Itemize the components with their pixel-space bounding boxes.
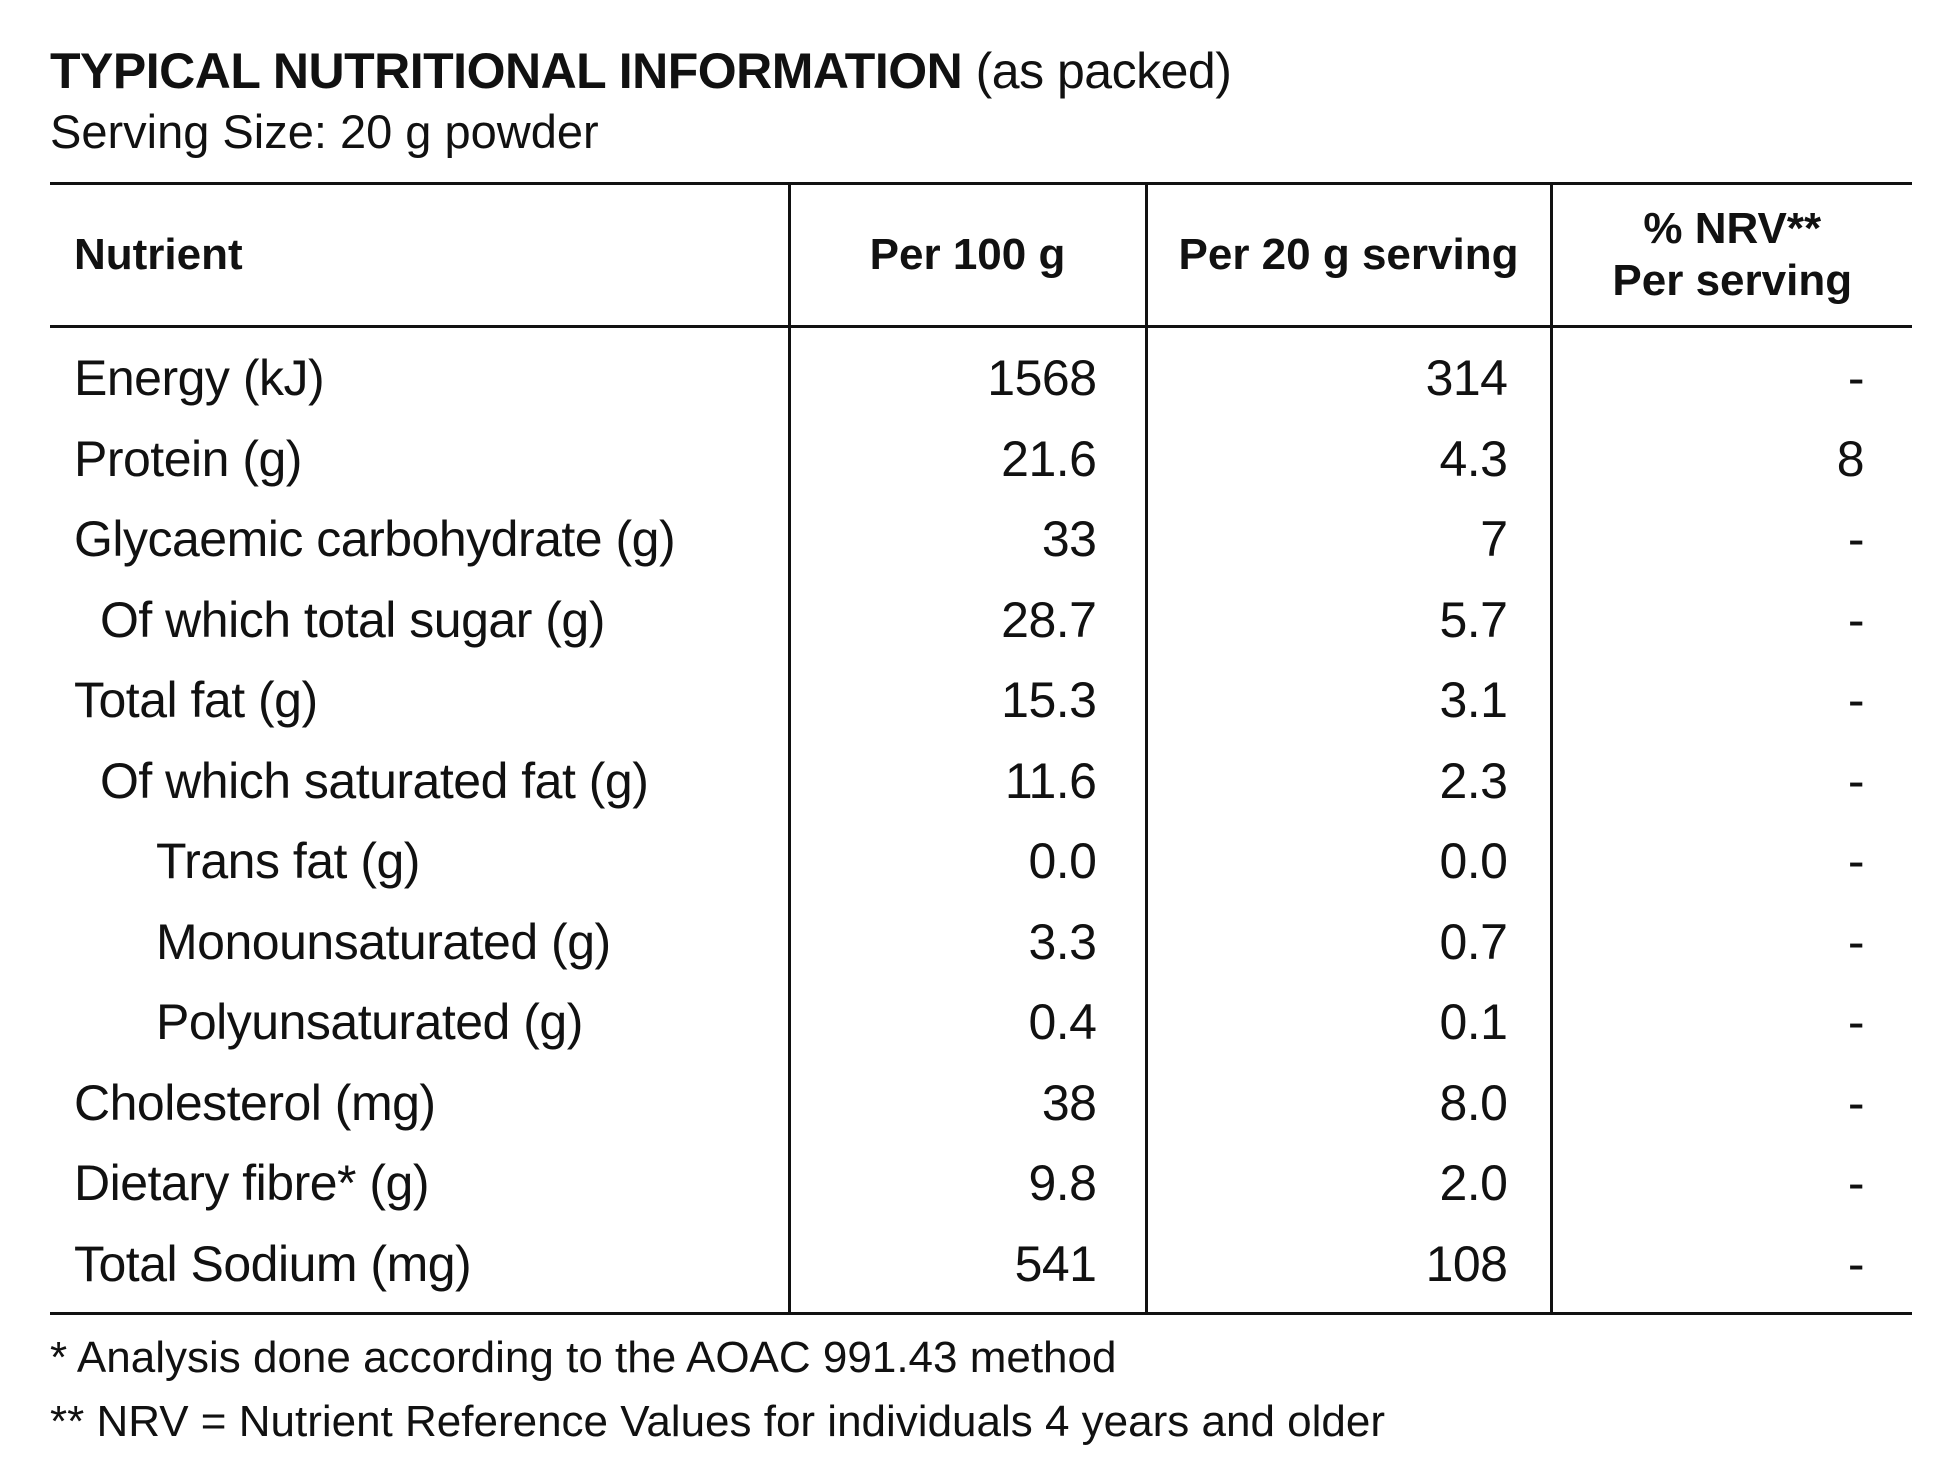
title-main: TYPICAL NUTRITIONAL INFORMATION bbox=[50, 43, 963, 99]
table-row: Total Sodium (mg) 541 108- bbox=[50, 1223, 1912, 1314]
value-per-100g: 541 bbox=[787, 1223, 1146, 1314]
value-nrv: - bbox=[1549, 1223, 1912, 1314]
nutrient-name: Of which total sugar (g) bbox=[100, 591, 605, 648]
table-row: Monounsaturated (g) 3.3 0.7- bbox=[50, 901, 1912, 982]
value-per-100g: 28.7 bbox=[787, 579, 1146, 660]
title-block: TYPICAL NUTRITIONAL INFORMATION (as pack… bbox=[50, 40, 1232, 162]
value-nrv: 8 bbox=[1549, 418, 1912, 499]
value-per-serving: 2.3 bbox=[1144, 740, 1551, 821]
nutrient-name: Total Sodium (mg) bbox=[74, 1235, 472, 1292]
value-per-100g: 21.6 bbox=[787, 418, 1146, 499]
table-row: Protein (g) 21.6 4.3 8 bbox=[50, 418, 1912, 499]
value-per-serving: 0.0 bbox=[1144, 821, 1551, 902]
value-per-100g: 3.3 bbox=[787, 901, 1146, 982]
value-nrv: - bbox=[1549, 821, 1912, 902]
value-per-serving: 314 bbox=[1144, 326, 1551, 419]
table-row: Of which total sugar (g) 28.7 5.7- bbox=[50, 579, 1912, 660]
footnote-aoac: * Analysis done according to the AOAC 99… bbox=[50, 1333, 1117, 1382]
nutrient-name: Total fat (g) bbox=[74, 672, 318, 729]
table-row: Energy (kJ) 1568 314- bbox=[50, 326, 1912, 419]
value-nrv: - bbox=[1549, 326, 1912, 419]
value-per-serving: 4.3 bbox=[1144, 418, 1551, 499]
value-nrv: - bbox=[1549, 740, 1912, 821]
table-row: Of which saturated fat (g) 11.6 2.3- bbox=[50, 740, 1912, 821]
header-nrv-line2: Per serving bbox=[1612, 256, 1853, 305]
value-nrv: - bbox=[1549, 660, 1912, 741]
table-row: Polyunsaturated (g) 0.4 0.1- bbox=[50, 982, 1912, 1063]
header-nrv-line1: % NRV** bbox=[1643, 204, 1822, 253]
nutrient-name: Energy (kJ) bbox=[74, 350, 325, 407]
value-per-100g: 15.3 bbox=[787, 660, 1146, 741]
value-per-serving: 0.1 bbox=[1144, 982, 1551, 1063]
value-per-serving: 108 bbox=[1144, 1223, 1551, 1314]
table-row: Trans fat (g) 0.0 0.0- bbox=[50, 821, 1912, 902]
header-per-serving: Per 20 g serving bbox=[1144, 183, 1551, 328]
table-row: Total fat (g) 15.3 3.1- bbox=[50, 660, 1912, 741]
value-per-100g: 1568 bbox=[787, 326, 1146, 419]
value-nrv: - bbox=[1549, 1143, 1912, 1224]
header-per-100g: Per 100 g bbox=[787, 183, 1146, 328]
table-row: Cholesterol (mg) 38 8.0- bbox=[50, 1062, 1912, 1143]
value-per-100g: 33 bbox=[787, 499, 1146, 580]
header-nrv: % NRV** Per serving bbox=[1549, 183, 1912, 328]
nutrient-name: Polyunsaturated (g) bbox=[156, 994, 583, 1051]
value-per-serving: 8.0 bbox=[1144, 1062, 1551, 1143]
nutrient-name: Glycaemic carbohydrate (g) bbox=[74, 511, 676, 568]
nutrient-name: Trans fat (g) bbox=[156, 833, 420, 890]
value-per-100g: 38 bbox=[787, 1062, 1146, 1143]
value-nrv: - bbox=[1549, 901, 1912, 982]
title-suffix: (as packed) bbox=[975, 43, 1232, 99]
nutrition-table: Nutrient Per 100 g Per 20 g serving % NR… bbox=[50, 182, 1912, 1315]
nutrient-name: Cholesterol (mg) bbox=[74, 1074, 436, 1131]
nutrient-name: Protein (g) bbox=[74, 430, 302, 487]
value-nrv: - bbox=[1549, 579, 1912, 660]
value-per-100g: 0.4 bbox=[787, 982, 1146, 1063]
header-row: Nutrient Per 100 g Per 20 g serving % NR… bbox=[50, 183, 1912, 328]
value-nrv: - bbox=[1549, 1062, 1912, 1143]
value-per-serving: 3.1 bbox=[1144, 660, 1551, 741]
footnote-nrv: ** NRV = Nutrient Reference Values for i… bbox=[50, 1397, 1385, 1446]
value-per-serving: 7 bbox=[1144, 499, 1551, 580]
value-per-100g: 11.6 bbox=[787, 740, 1146, 821]
footnotes: * Analysis done according to the AOAC 99… bbox=[50, 1326, 1385, 1454]
value-per-serving: 2.0 bbox=[1144, 1143, 1551, 1224]
value-nrv: - bbox=[1549, 982, 1912, 1063]
table-header: Nutrient Per 100 g Per 20 g serving % NR… bbox=[50, 183, 1912, 328]
page-title: TYPICAL NUTRITIONAL INFORMATION (as pack… bbox=[50, 40, 1232, 102]
value-nrv: - bbox=[1549, 499, 1912, 580]
table-row: Dietary fibre* (g) 9.8 2.0- bbox=[50, 1143, 1912, 1224]
table-row: Glycaemic carbohydrate (g) 33 7- bbox=[50, 499, 1912, 580]
header-nutrient: Nutrient bbox=[50, 183, 789, 328]
value-per-serving: 0.7 bbox=[1144, 901, 1551, 982]
table-body: Energy (kJ) 1568 314- Protein (g) 21.6 4.3 8 Gl… bbox=[50, 326, 1912, 1314]
value-per-100g: 0.0 bbox=[787, 821, 1146, 902]
value-per-serving: 5.7 bbox=[1144, 579, 1551, 660]
nutrient-name: Monounsaturated (g) bbox=[156, 913, 611, 970]
value-per-100g: 9.8 bbox=[787, 1143, 1146, 1224]
nutrient-name: Of which saturated fat (g) bbox=[100, 752, 649, 809]
nutrient-name: Dietary fibre* (g) bbox=[74, 1155, 430, 1212]
serving-size: Serving Size: 20 g powder bbox=[50, 105, 599, 158]
nutrition-table-container: Nutrient Per 100 g Per 20 g serving % NR… bbox=[50, 182, 1912, 1315]
